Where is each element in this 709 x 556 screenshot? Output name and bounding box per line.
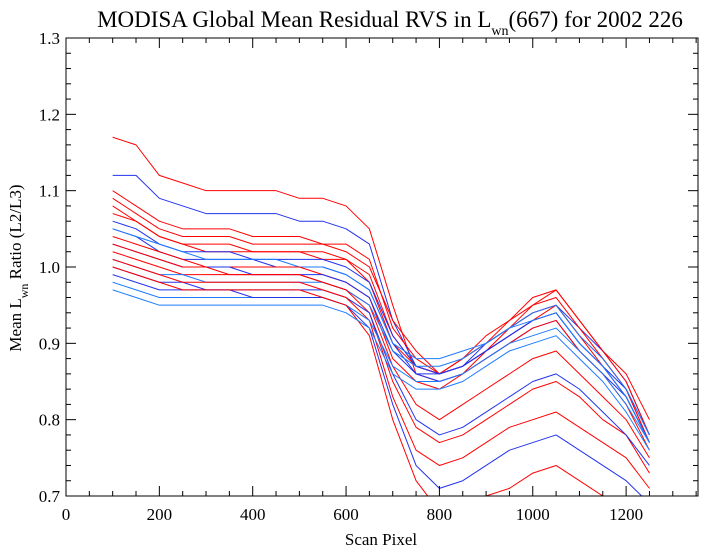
series-line-2 xyxy=(112,174,650,436)
y-tick-label: 1.1 xyxy=(39,182,60,201)
series-line-17 xyxy=(112,281,650,443)
plot-area: 0 200 400 600 800 1000 1200 0.7 0.8 0.9 1.0 1.1 1.2 1… xyxy=(39,29,699,524)
series-line-9 xyxy=(112,228,650,436)
y-tick-label: 0.9 xyxy=(39,334,60,353)
series-line-4 xyxy=(112,197,650,443)
chart-title: MODISA Global Mean Residual RVS in Lwn(6… xyxy=(97,7,683,39)
series-line-19 xyxy=(112,266,605,496)
y-axis-label: Mean Lwn Ratio (L2/L3) xyxy=(6,184,31,351)
series-group xyxy=(112,136,650,496)
y-tick-label: 0.7 xyxy=(39,487,61,506)
y-tick-label: 1.0 xyxy=(39,258,60,277)
x-tick-label: 400 xyxy=(240,505,266,524)
y-tick-label: 1.3 xyxy=(39,29,60,48)
x-axis-label: Scan Pixel xyxy=(345,530,418,549)
x-tick-label: 1200 xyxy=(609,505,643,524)
series-line-14 xyxy=(112,243,650,474)
series-line-20 xyxy=(112,289,650,451)
series-line-13 xyxy=(112,258,650,443)
y-tick-label: 0.8 xyxy=(39,411,60,430)
x-tick-label: 1000 xyxy=(516,505,550,524)
x-tick-label: 600 xyxy=(333,505,359,524)
x-tick-label: 200 xyxy=(147,505,173,524)
x-tick-label: 0 xyxy=(62,505,71,524)
y-tick-label: 1.2 xyxy=(39,105,60,124)
series-line-16 xyxy=(112,258,650,489)
x-tick-label: 800 xyxy=(427,505,453,524)
series-line-12 xyxy=(112,251,650,459)
